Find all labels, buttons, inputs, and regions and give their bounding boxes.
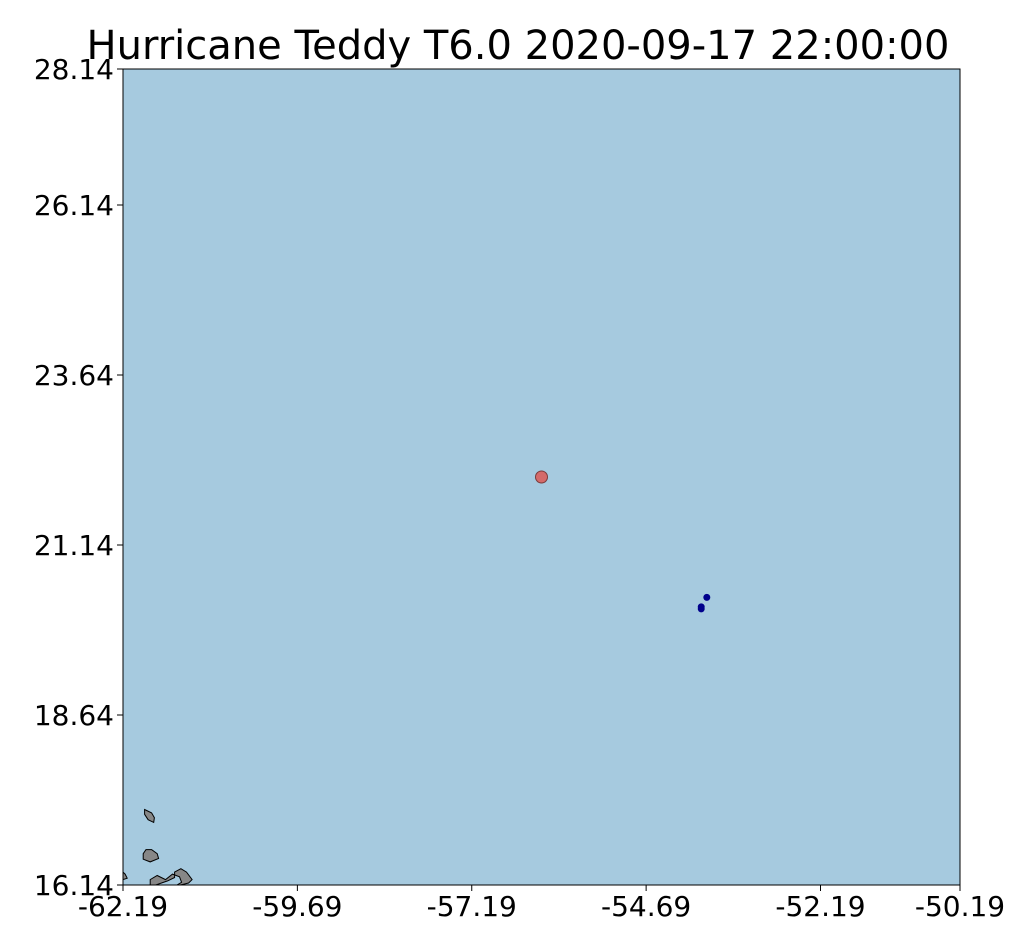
x-tick-label: -54.69 xyxy=(601,890,691,923)
land-island-1 xyxy=(144,808,155,824)
y-tick-label: 21.14 xyxy=(34,529,114,562)
y-tick-label: 23.64 xyxy=(34,359,114,392)
x-tick-label: -59.69 xyxy=(252,890,342,923)
land-island-2 xyxy=(142,849,160,863)
x-axis: -62.19 -59.69 -57.19 -54.69 -52.19 -50.19 xyxy=(78,885,1005,923)
y-tick-label: 18.64 xyxy=(34,699,114,732)
points-layer xyxy=(535,470,711,613)
hurricane-center-marker xyxy=(535,470,548,484)
observation-point-3 xyxy=(697,605,705,613)
x-tick-label: -50.19 xyxy=(915,890,1005,923)
map-title: Hurricane Teddy T6.0 2020-09-17 22:00:00 xyxy=(86,23,950,69)
y-axis: 16.14 18.64 21.14 23.64 26.14 28.14 xyxy=(34,53,123,902)
land-layer xyxy=(123,808,193,885)
observation-point-1 xyxy=(703,593,711,601)
y-tick-label: 28.14 xyxy=(34,53,114,86)
land-island-4 xyxy=(149,868,193,885)
land-island-3 xyxy=(123,871,128,881)
map-frame xyxy=(122,68,961,886)
x-tick-label: -57.19 xyxy=(427,890,517,923)
y-tick-label: 16.14 xyxy=(34,869,114,902)
y-tick-label: 26.14 xyxy=(34,189,114,222)
x-tick-label: -62.19 xyxy=(78,890,168,923)
x-tick-label: -52.19 xyxy=(775,890,865,923)
